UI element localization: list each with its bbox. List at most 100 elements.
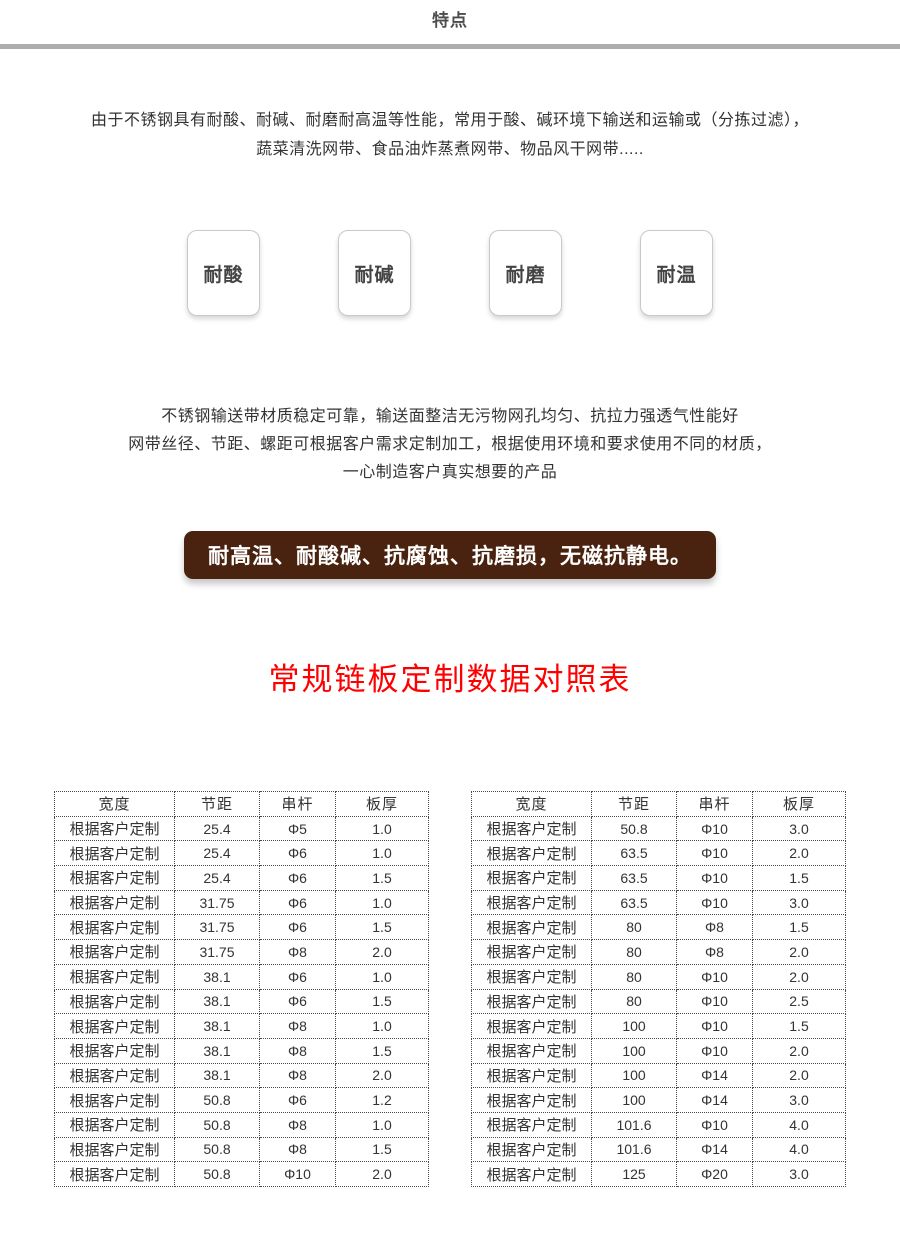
section-divider: [0, 44, 900, 49]
table-cell: 80: [591, 914, 677, 941]
table-row: 根据客户定制 38.1 Φ8 1.0: [54, 1013, 429, 1039]
table-header-row: 宽度 节距 串杆 板厚: [471, 791, 846, 817]
table-cell: 80: [591, 939, 677, 965]
table-cell: Φ8: [259, 1062, 336, 1089]
table-cell: 4.0: [752, 1136, 846, 1163]
table-cell: Φ6: [259, 889, 336, 916]
column-header: 板厚: [752, 791, 846, 817]
table-cell: Φ8: [676, 939, 753, 965]
table-cell: 63.5: [591, 889, 677, 916]
table-cell: 根据客户定制: [54, 840, 175, 867]
table-row: 根据客户定制 100 Φ14 2.0: [471, 1062, 846, 1089]
table-cell: Φ14: [676, 1136, 753, 1163]
table-row: 根据客户定制 101.6 Φ10 4.0: [471, 1111, 846, 1138]
description-line-2: 网带丝径、节距、螺距可根据客户需求定制加工，根据使用环境和要求使用不同的材质，: [128, 436, 772, 453]
table-cell: 50.8: [174, 1161, 260, 1187]
table-cell: Φ10: [676, 1013, 753, 1039]
table-cell: 1.5: [335, 1136, 429, 1163]
column-header: 节距: [591, 791, 677, 817]
table-row: 根据客户定制 63.5 Φ10 3.0: [471, 889, 846, 916]
table-cell: Φ14: [676, 1087, 753, 1113]
table-cell: 根据客户定制: [471, 1037, 592, 1064]
description-paragraph: 不锈钢输送带材质稳定可靠，输送面整洁无污物网孔均匀、抗拉力强透气性能好 网带丝径…: [0, 403, 900, 487]
table-cell: 80: [591, 988, 677, 1015]
table-cell: 2.0: [335, 1062, 429, 1089]
table-cell: 根据客户定制: [54, 1111, 175, 1138]
table-cell: 3.0: [752, 889, 846, 916]
table-cell: 根据客户定制: [54, 914, 175, 941]
table-row: 根据客户定制 80 Φ8 2.0: [471, 939, 846, 965]
table-cell: 125: [591, 1161, 677, 1187]
table-cell: 根据客户定制: [54, 889, 175, 916]
table-cell: Φ10: [676, 840, 753, 867]
table-cell: 1.0: [335, 963, 429, 990]
table-row: 根据客户定制 38.1 Φ8 2.0: [54, 1062, 429, 1089]
table-cell: 50.8: [591, 815, 677, 842]
table-cell: 2.0: [752, 1037, 846, 1064]
table-cell: 根据客户定制: [471, 1062, 592, 1089]
column-header: 板厚: [335, 791, 429, 817]
table-cell: Φ10: [676, 1037, 753, 1064]
table-cell: 根据客户定制: [471, 889, 592, 916]
table-cell: 31.75: [174, 889, 260, 916]
table-cell: 1.5: [752, 1013, 846, 1039]
table-row: 根据客户定制 50.8 Φ10 3.0: [471, 815, 846, 842]
table-cell: 根据客户定制: [54, 1161, 175, 1187]
table-cell: Φ8: [259, 939, 336, 965]
table-row: 根据客户定制 25.4 Φ6 1.5: [54, 865, 429, 891]
table-cell: 3.0: [752, 1161, 846, 1187]
table-cell: 根据客户定制: [471, 914, 592, 941]
highlight-banner: 耐高温、耐酸碱、抗腐蚀、抗磨损，无磁抗静电。: [184, 531, 716, 579]
table-cell: 2.0: [752, 939, 846, 965]
highlight-banner-row: 耐高温、耐酸碱、抗腐蚀、抗磨损，无磁抗静电。: [0, 531, 900, 579]
badge-heat-resistant: 耐温: [640, 230, 713, 316]
table-cell: 100: [591, 1062, 677, 1089]
table-cell: 1.5: [335, 988, 429, 1015]
table-cell: 1.5: [752, 865, 846, 891]
table-cell: 2.0: [752, 1062, 846, 1089]
table-cell: 38.1: [174, 1062, 260, 1089]
table-cell: 100: [591, 1013, 677, 1039]
table-cell: 根据客户定制: [54, 1136, 175, 1163]
table-cell: 根据客户定制: [54, 1037, 175, 1064]
table-cell: 根据客户定制: [54, 815, 175, 842]
table-cell: 2.0: [752, 840, 846, 867]
table-cell: Φ6: [259, 963, 336, 990]
table-cell: 根据客户定制: [54, 939, 175, 965]
table-cell: Φ10: [676, 815, 753, 842]
table-cell: 31.75: [174, 914, 260, 941]
table-row: 根据客户定制 101.6 Φ14 4.0: [471, 1136, 846, 1163]
table-cell: 101.6: [591, 1136, 677, 1163]
table-cell: 根据客户定制: [471, 1111, 592, 1138]
table-cell: 1.5: [335, 914, 429, 941]
badge-wear-resistant: 耐磨: [489, 230, 562, 316]
table-row: 根据客户定制 25.4 Φ6 1.0: [54, 840, 429, 867]
intro-line-2: 蔬菜清洗网带、食品油炸蒸煮网带、物品风干网带.....: [256, 141, 644, 158]
table-cell: 25.4: [174, 840, 260, 867]
table-cell: Φ14: [676, 1062, 753, 1089]
table-cell: 38.1: [174, 1013, 260, 1039]
table-cell: 1.5: [335, 1037, 429, 1064]
table-cell: Φ6: [259, 988, 336, 1015]
column-header: 串杆: [259, 791, 336, 817]
table-row: 根据客户定制 63.5 Φ10 1.5: [471, 865, 846, 891]
table-row: 根据客户定制 100 Φ10 1.5: [471, 1013, 846, 1039]
table-cell: Φ10: [676, 1111, 753, 1138]
table-cell: 63.5: [591, 840, 677, 867]
table-cell: 根据客户定制: [471, 963, 592, 990]
table-cell: 3.0: [752, 1087, 846, 1113]
table-cell: 50.8: [174, 1087, 260, 1113]
intro-paragraph: 由于不锈钢具有耐酸、耐碱、耐磨耐高温等性能，常用于酸、碱环境下输送和运输或（分拣…: [0, 106, 900, 164]
table-row: 根据客户定制 31.75 Φ6 1.5: [54, 914, 429, 941]
badge-alkali-resistant: 耐碱: [338, 230, 411, 316]
table-cell: 25.4: [174, 865, 260, 891]
table-cell: 101.6: [591, 1111, 677, 1138]
table-cell: 63.5: [591, 865, 677, 891]
table-cell: 2.5: [752, 988, 846, 1015]
table-cell: 2.0: [335, 939, 429, 965]
table-header-row: 宽度 节距 串杆 板厚: [54, 791, 429, 817]
table-cell: Φ20: [676, 1161, 753, 1187]
spec-tables-container: 宽度 节距 串杆 板厚 根据客户定制 25.4 Φ5 1.0 根据客户定制 25.4 Φ6 1.0 根…: [0, 791, 900, 1187]
table-cell: 根据客户定制: [471, 1013, 592, 1039]
spec-table-left: 宽度 节距 串杆 板厚 根据客户定制 25.4 Φ5 1.0 根据客户定制 25.4 Φ6 1.0 根…: [54, 791, 429, 1187]
